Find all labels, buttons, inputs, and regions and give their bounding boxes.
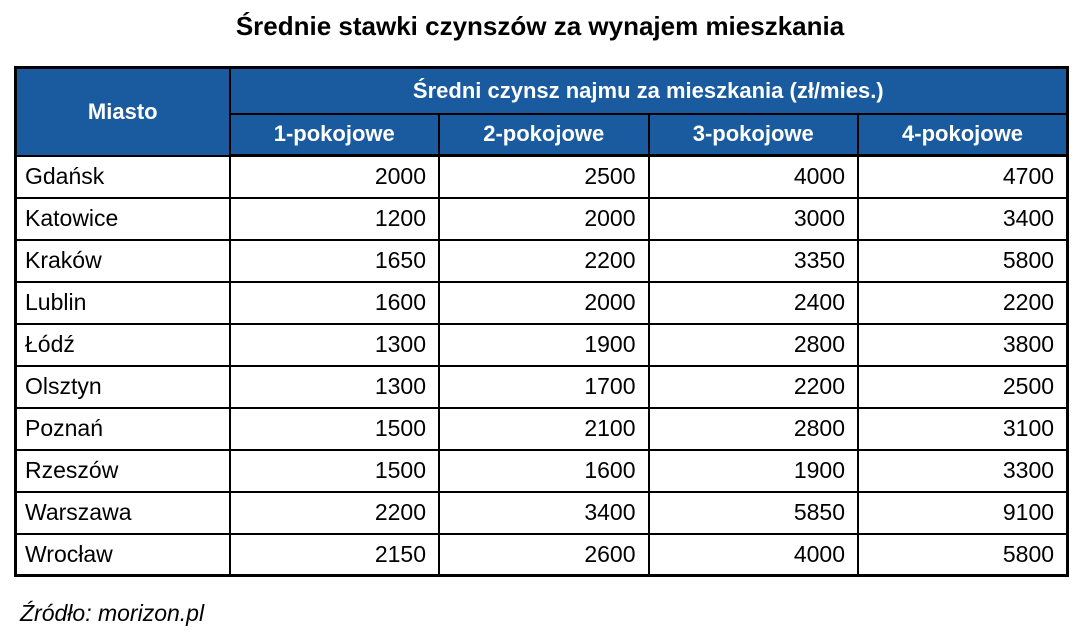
value-cell: 4700 — [857, 154, 1069, 199]
city-cell: Warszawa — [14, 490, 231, 535]
value-cell: 2150 — [228, 532, 440, 577]
value-cell: 2200 — [438, 238, 650, 283]
value-cell: 2400 — [647, 280, 859, 325]
value-cell: 1300 — [228, 322, 440, 367]
value-cell: 1600 — [228, 280, 440, 325]
value-cell: 1600 — [438, 448, 650, 493]
table-row: Wrocław 2150 2600 4000 5800 — [14, 532, 1069, 577]
table-row: Katowice 1200 2000 3000 3400 — [14, 196, 1069, 241]
value-cell: 3800 — [857, 322, 1069, 367]
city-cell: Rzeszów — [14, 448, 231, 493]
value-cell: 1650 — [228, 238, 440, 283]
value-cell: 1900 — [438, 322, 650, 367]
value-cell: 2200 — [647, 364, 859, 409]
value-cell: 2000 — [438, 280, 650, 325]
table-row: Olsztyn 1300 1700 2200 2500 — [14, 364, 1069, 409]
page-title: Średnie stawki czynszów za wynajem miesz… — [235, 11, 845, 41]
value-cell: 5800 — [857, 238, 1069, 283]
value-cell: 1500 — [228, 448, 440, 493]
value-cell: 2000 — [228, 154, 440, 199]
value-cell: 3100 — [857, 406, 1069, 451]
value-cell: 3000 — [647, 196, 859, 241]
city-cell: Kraków — [14, 238, 231, 283]
table-row: Kraków 1650 2200 3350 5800 — [14, 238, 1069, 283]
value-cell: 3400 — [857, 196, 1069, 241]
value-cell: 3400 — [438, 490, 650, 535]
table-header-group-row: Miasto Średni czynsz najmu za mieszkania… — [14, 66, 1069, 157]
value-cell: 2200 — [228, 490, 440, 535]
column-header-3-room: 3-pokojowe — [647, 112, 859, 157]
city-cell: Olsztyn — [14, 364, 231, 409]
rent-table: Miasto Średni czynsz najmu za mieszkania… — [14, 66, 1070, 577]
value-cell: 4000 — [647, 532, 859, 577]
value-cell: 3350 — [647, 238, 859, 283]
value-cell: 3300 — [857, 448, 1069, 493]
table-row: Lublin 1600 2000 2400 2200 — [14, 280, 1069, 325]
value-cell: 2600 — [438, 532, 650, 577]
value-cell: 1700 — [438, 364, 650, 409]
value-cell: 1200 — [228, 196, 440, 241]
value-cell: 2800 — [647, 406, 859, 451]
city-cell: Łódź — [14, 322, 231, 367]
source-caption: Źródło: morizon.pl — [20, 600, 205, 626]
value-cell: 2200 — [857, 280, 1069, 325]
table-header-columns-row: 1-pokojowe 2-pokojowe 3-pokojowe 4-pokoj… — [16, 112, 1069, 157]
value-cell: 1900 — [647, 448, 859, 493]
value-cell: 2800 — [647, 322, 859, 367]
group-header: Średni czynsz najmu za mieszkania (zł/mi… — [228, 66, 1069, 115]
table-row: Warszawa 2200 3400 5850 9100 — [14, 490, 1069, 535]
column-header-2-room: 2-pokojowe — [438, 112, 650, 157]
city-cell: Poznań — [14, 406, 231, 451]
city-cell: Wrocław — [14, 532, 231, 577]
value-cell: 2100 — [438, 406, 650, 451]
value-cell: 5800 — [857, 532, 1069, 577]
city-cell: Gdańsk — [14, 154, 231, 199]
value-cell: 1500 — [228, 406, 440, 451]
value-cell: 1300 — [228, 364, 440, 409]
table-row: Poznań 1500 2100 2800 3100 — [14, 406, 1069, 451]
table-row: Gdańsk 2000 2500 4000 4700 — [14, 154, 1069, 199]
city-cell: Lublin — [14, 280, 231, 325]
value-cell: 2500 — [438, 154, 650, 199]
value-cell: 2500 — [857, 364, 1069, 409]
column-header-city: Miasto — [14, 66, 231, 157]
column-header-1-room: 1-pokojowe — [228, 112, 440, 157]
value-cell: 4000 — [647, 154, 859, 199]
table-row: Łódź 1300 1900 2800 3800 — [14, 322, 1069, 367]
table-row: Rzeszów 1500 1600 1900 3300 — [14, 448, 1069, 493]
city-cell: Katowice — [14, 196, 231, 241]
value-cell: 5850 — [647, 490, 859, 535]
value-cell: 2000 — [438, 196, 650, 241]
value-cell: 9100 — [857, 490, 1069, 535]
column-header-4-room: 4-pokojowe — [857, 112, 1069, 157]
